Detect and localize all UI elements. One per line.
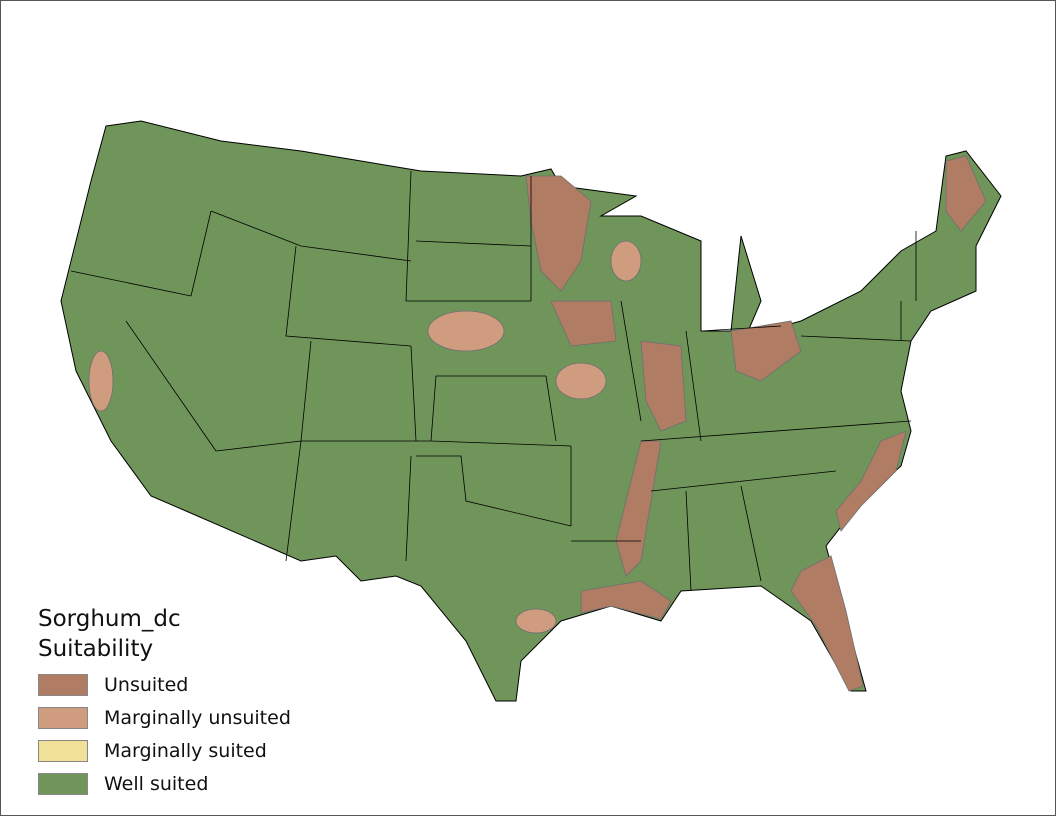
marginally-unsuited-wisconsin <box>610 240 642 282</box>
unsuited-carolina-coast <box>835 430 907 532</box>
legend-swatch <box>38 739 88 762</box>
legend-subtitle: Suitability <box>38 636 154 662</box>
unsuited-minnesota <box>525 175 592 292</box>
legend-swatch <box>38 772 88 795</box>
unsuited-florida <box>790 555 864 692</box>
legend: Sorghum_dc Suitability Unsuited Marginal… <box>38 604 291 800</box>
marginally-unsuited-texas-coast <box>515 608 557 634</box>
legend-swatch <box>38 673 88 696</box>
legend-swatch <box>38 706 88 729</box>
legend-item-unsuited: Unsuited <box>38 668 291 701</box>
legend-title: Sorghum_dc <box>38 606 181 632</box>
marginally-unsuited-california <box>88 350 114 412</box>
legend-item-marginally-suited: Marginally suited <box>38 734 291 767</box>
legend-label: Well suited <box>104 772 209 795</box>
legend-label: Unsuited <box>104 673 189 696</box>
unsuited-gulf-coast <box>580 580 672 620</box>
unsuited-regions <box>525 155 987 692</box>
marginally-unsuited-regions <box>88 240 642 634</box>
boundary-lines <box>70 170 917 592</box>
unsuited-ohio <box>730 320 802 382</box>
unsuited-iowa <box>550 300 617 347</box>
conus-well-suited-area <box>60 120 1002 702</box>
legend-label: Marginally suited <box>104 739 267 762</box>
legend-item-marginally-unsuited: Marginally unsuited <box>38 701 291 734</box>
unsuited-mississippi-delta <box>615 440 662 577</box>
unsuited-maine <box>945 155 987 232</box>
legend-item-well-suited: Well suited <box>38 767 291 800</box>
state-boundaries <box>70 170 917 592</box>
marginally-unsuited-nebraska <box>427 310 505 352</box>
marginally-unsuited-missouri <box>555 362 607 400</box>
unsuited-illinois <box>640 340 687 432</box>
legend-label: Marginally unsuited <box>104 706 291 729</box>
